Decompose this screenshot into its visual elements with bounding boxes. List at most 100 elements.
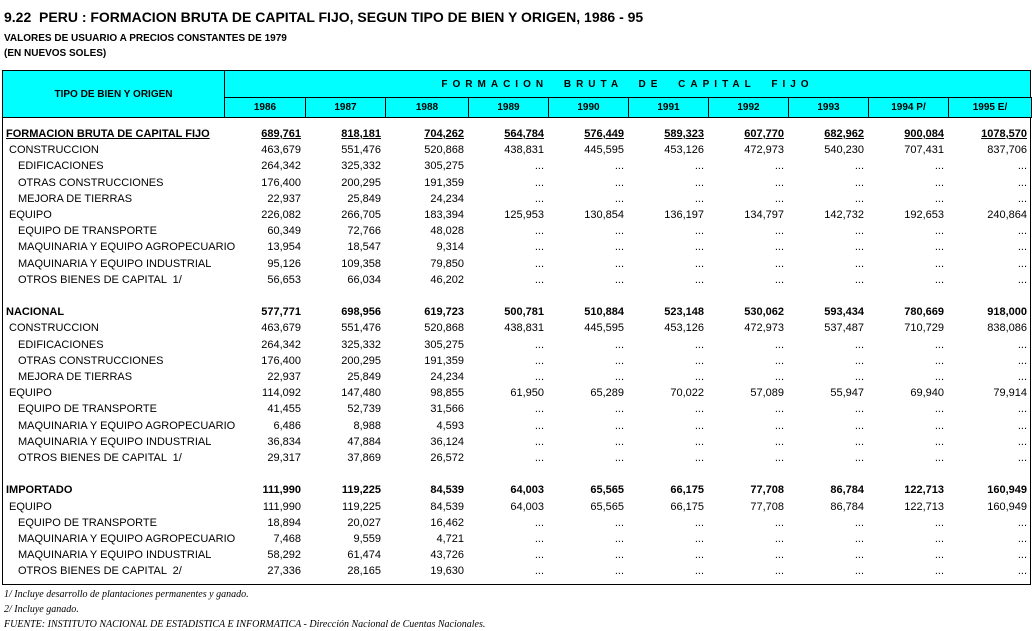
cell-value: 438,831 (504, 322, 544, 335)
cell-value: 134,797 (744, 209, 784, 221)
row-label: MEJORA DE TIERRAS (18, 371, 133, 383)
cell-value: 122,713 (904, 500, 944, 513)
row-label: MAQUINARIA Y EQUIPO INDUSTRIAL (18, 435, 212, 448)
cell-value: 500,781 (504, 306, 544, 319)
row-label: MAQUINARIA Y EQUIPO AGROPECUARIO (18, 419, 236, 432)
row-label: MAQUINARIA Y EQUIPO AGROPECUARIO (18, 241, 236, 254)
cell-value: 31,566 (430, 403, 464, 416)
cell-value: ... (774, 435, 784, 448)
cell-value: 818,181 (341, 128, 381, 140)
cell-value: ... (694, 371, 704, 383)
cell-value: 780,669 (904, 306, 944, 319)
cell-value: ... (854, 176, 864, 189)
cell-value: ... (934, 549, 944, 562)
row-label: OTROS BIENES DE CAPITAL 1/ (18, 273, 182, 286)
row-label: OTROS BIENES DE CAPITAL 2/ (18, 565, 182, 578)
row-label: EQUIPO DE TRANSPORTE (18, 516, 157, 529)
cell-value: ... (694, 176, 704, 189)
cell-value: 607,770 (744, 128, 784, 140)
cell-value: 551,476 (341, 322, 381, 335)
cell-value: ... (534, 160, 544, 173)
cell-value: ... (774, 192, 784, 205)
cell-value: 438,831 (504, 144, 544, 157)
cell-value: 200,295 (341, 354, 381, 367)
cell-value: 160,949 (987, 484, 1027, 497)
cell-value: ... (774, 516, 784, 529)
cell-value: 520,868 (424, 322, 464, 335)
cell-value: ... (934, 371, 944, 383)
cell-value: 551,476 (341, 144, 381, 157)
cell-value: 9,559 (353, 533, 381, 545)
cell-value: ... (854, 549, 864, 562)
cell-value: ... (614, 241, 624, 254)
cell-value: 264,342 (261, 160, 301, 173)
cell-value: 200,295 (341, 176, 381, 189)
cell-value: 25,849 (347, 192, 381, 205)
row-label: EQUIPO DE TRANSPORTE (18, 225, 157, 238)
cell-value: ... (534, 192, 544, 205)
cell-value: ... (614, 192, 624, 205)
footnote: 2/ Incluye ganado. (4, 604, 79, 615)
cell-value: ... (934, 533, 944, 545)
cell-value: ... (774, 273, 784, 286)
cell-value: 160,949 (987, 500, 1027, 513)
cell-value: ... (1017, 176, 1027, 189)
cell-value: ... (1017, 565, 1027, 578)
cell-value: 900,084 (904, 128, 944, 140)
cell-value: 65,565 (590, 484, 624, 497)
cell-value: ... (774, 257, 784, 270)
cell-value: 577,771 (261, 306, 301, 319)
cell-value: 1078,570 (981, 128, 1027, 140)
cell-value: 4,593 (436, 419, 464, 432)
cell-value: 47,884 (347, 435, 381, 448)
column-header: 1989 (468, 97, 549, 118)
cell-value: ... (934, 257, 944, 270)
cell-value: 64,003 (510, 484, 544, 497)
cell-value: ... (934, 403, 944, 416)
cell-value: ... (614, 160, 624, 173)
cell-value: 305,275 (424, 338, 464, 351)
cell-value: ... (694, 516, 704, 529)
cell-value: ... (1017, 533, 1027, 545)
cell-value: 125,953 (504, 209, 544, 221)
cell-value: 95,126 (267, 257, 301, 270)
cell-value: 25,849 (347, 371, 381, 383)
cell-value: 43,726 (430, 549, 464, 562)
cell-value: ... (1017, 257, 1027, 270)
footnote: 1/ Incluye desarrollo de plantaciones pe… (4, 589, 249, 600)
cell-value: 510,884 (584, 306, 624, 319)
cell-value: ... (614, 533, 624, 545)
cell-value: 36,124 (430, 435, 464, 448)
cell-value: ... (854, 338, 864, 351)
row-header: TIPO DE BIEN Y ORIGEN (2, 70, 225, 118)
cell-value: 84,539 (430, 500, 464, 513)
cell-value: ... (1017, 403, 1027, 416)
cell-value: 18,894 (267, 516, 301, 529)
cell-value: 9,314 (436, 241, 464, 254)
cell-value: ... (854, 533, 864, 545)
column-header: 1990 (548, 97, 629, 118)
cell-value: ... (1017, 371, 1027, 383)
cell-value: 564,784 (504, 128, 544, 140)
cell-value: ... (1017, 549, 1027, 562)
cell-value: 57,089 (750, 387, 784, 400)
cell-value: ... (774, 403, 784, 416)
cell-value: ... (934, 176, 944, 189)
cell-value: ... (934, 419, 944, 432)
row-label: OTRAS CONSTRUCCIONES (18, 176, 164, 189)
cell-value: 191,359 (424, 176, 464, 189)
cell-value: 183,394 (424, 209, 464, 221)
cell-value: 619,723 (424, 306, 464, 319)
cell-value: ... (534, 516, 544, 529)
cell-value: 114,092 (262, 387, 301, 400)
cell-value: 72,766 (347, 225, 381, 238)
cell-value: ... (934, 225, 944, 238)
cell-value: 472,973 (744, 322, 784, 335)
cell-value: 22,937 (267, 371, 301, 383)
cell-value: 325,332 (341, 160, 381, 173)
cell-value: ... (694, 273, 704, 286)
cell-value: 710,729 (904, 322, 944, 335)
cell-value: ... (614, 273, 624, 286)
cell-value: ... (694, 549, 704, 562)
